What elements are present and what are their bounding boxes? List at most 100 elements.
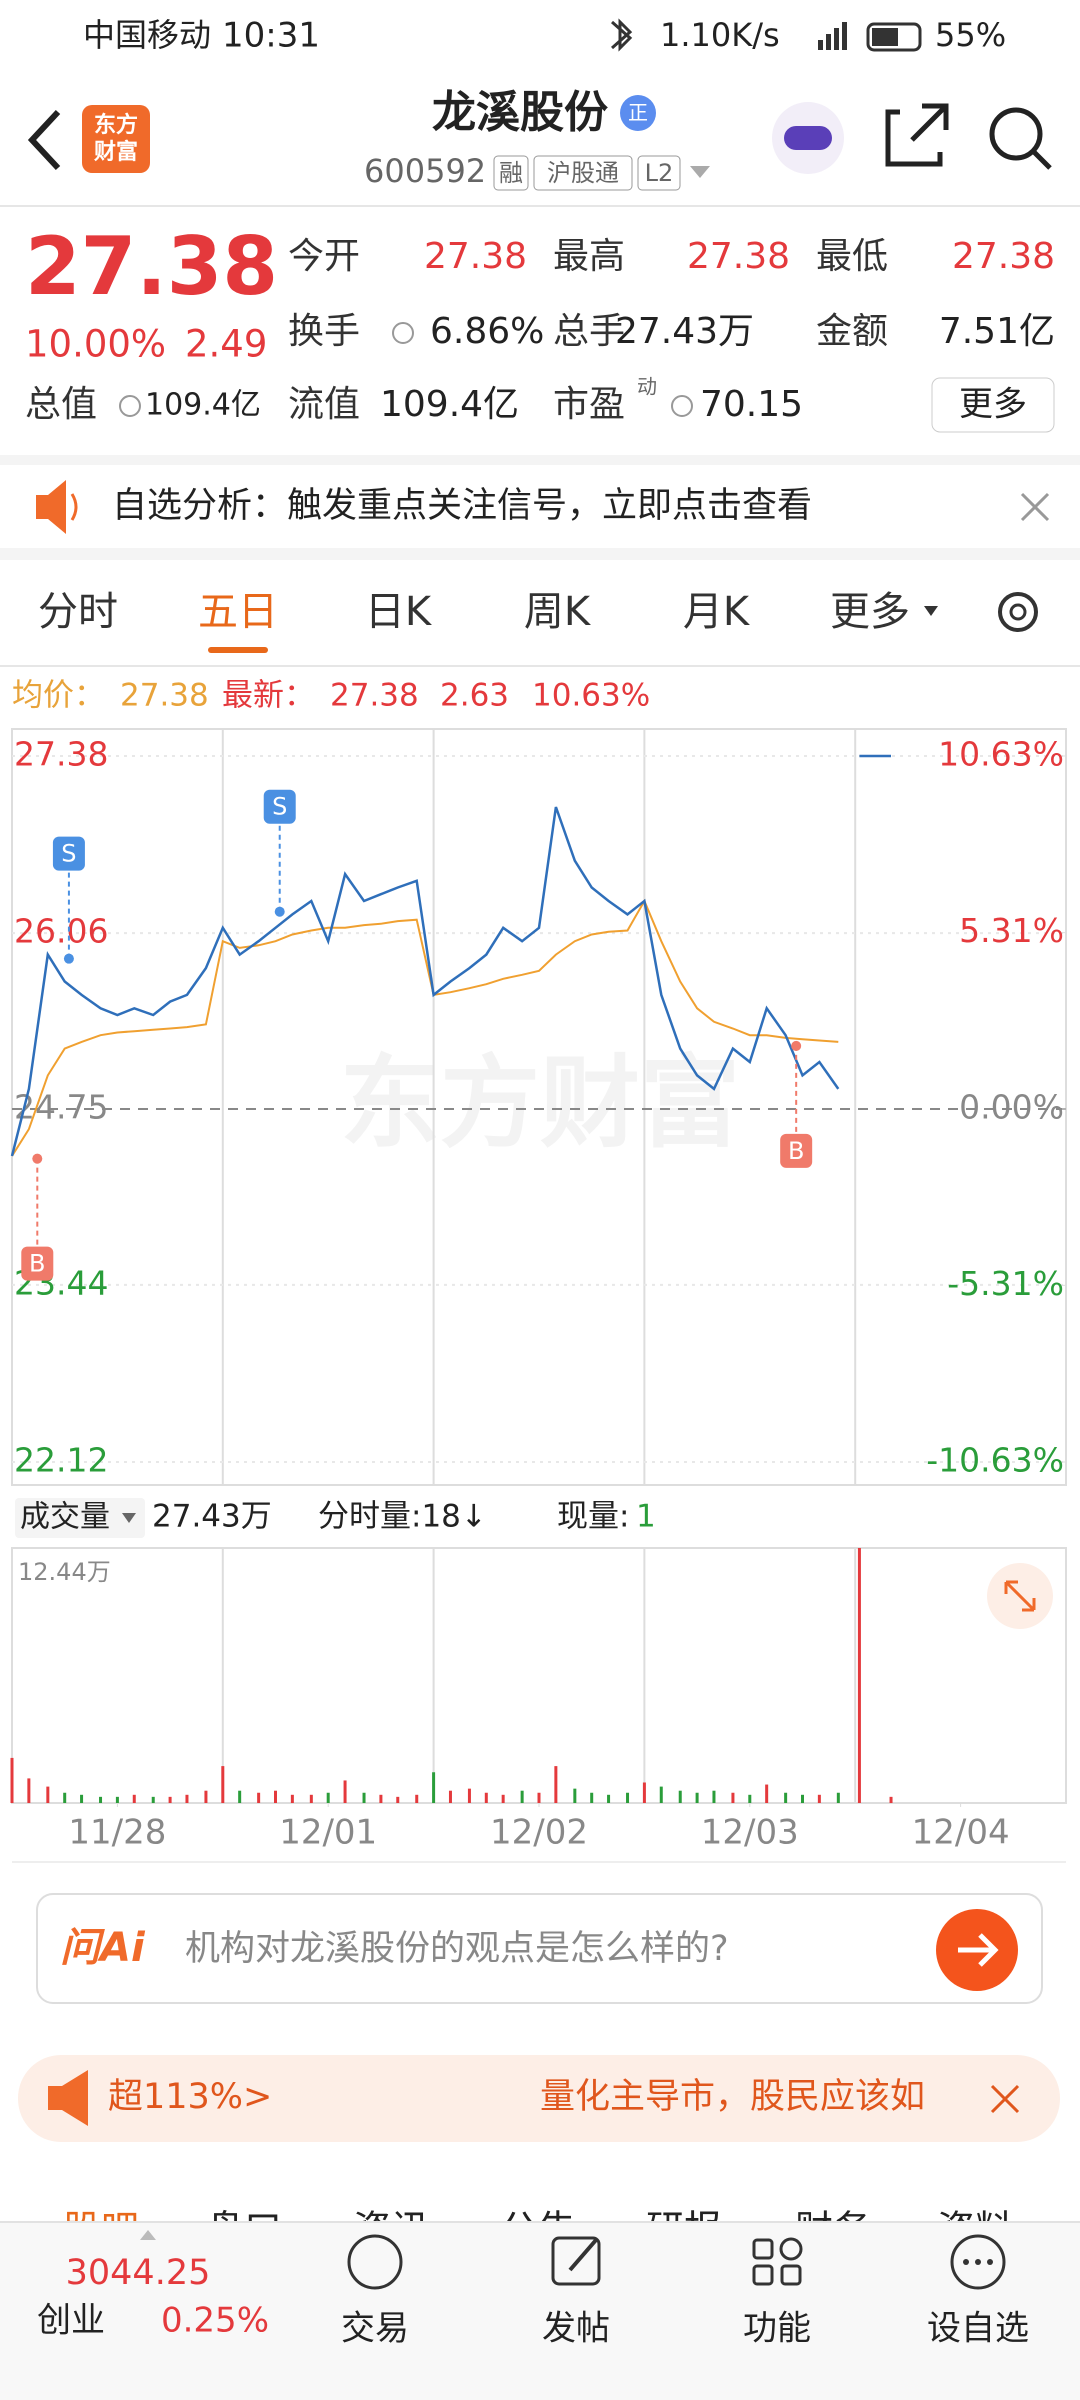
dots	[963, 2259, 993, 2265]
y-tick-label: 24.75	[14, 1088, 108, 1127]
volume-bar	[712, 1790, 716, 1803]
volume-bar	[801, 1794, 804, 1803]
field-value: 27.43万	[615, 311, 754, 352]
nav-item[interactable]: 交易	[341, 2309, 409, 2349]
ai-prompt: 机构对龙溪股份的观点是怎么样的?	[185, 1929, 729, 1969]
volume-bar	[168, 1796, 172, 1803]
volume-bar	[731, 1792, 735, 1803]
volume-bar	[467, 1788, 471, 1803]
field-value: 109.4亿	[145, 388, 261, 423]
search-handle	[1031, 149, 1052, 170]
info-icon	[671, 395, 693, 417]
ticker-bar[interactable]	[18, 2055, 1060, 2142]
avatar-visor	[784, 126, 832, 150]
volume-bar	[132, 1794, 136, 1803]
tab[interactable]: 周K	[524, 589, 592, 635]
stock-name: 龙溪股份	[432, 87, 608, 138]
y2-tick-label: 5.31%	[959, 911, 1064, 950]
volume-bar	[379, 1794, 383, 1803]
bottom-nav	[0, 2223, 1080, 2400]
ai-box[interactable]	[36, 1893, 1043, 2004]
signal-box	[780, 1133, 813, 1168]
signal-box	[21, 1246, 54, 1281]
field-value: 27.38	[424, 236, 527, 277]
notice-text[interactable]: 自选分析：触发重点关注信号，立即点击查看	[112, 486, 812, 526]
info-change: 2.63	[440, 678, 509, 714]
signal-point	[791, 1040, 802, 1051]
speaker-wave	[70, 493, 78, 521]
search-button[interactable]	[989, 107, 1043, 161]
tab[interactable]: 日K	[365, 589, 433, 635]
plot-frame	[11, 1547, 1067, 1804]
back-button[interactable]	[27, 109, 61, 171]
tab[interactable]: 分时	[38, 589, 118, 635]
current-volume-label: 现量:	[557, 1499, 629, 1535]
signal-point	[32, 1153, 43, 1164]
volume-bar	[151, 1796, 155, 1803]
divider	[0, 548, 1080, 560]
ticker-text: 量化主导市，股民应该如	[540, 2077, 925, 2117]
tab[interactable]: 月K	[683, 589, 751, 635]
volume-bar	[309, 1794, 313, 1803]
volume-bar	[204, 1790, 208, 1803]
field-value: 70.15	[700, 384, 803, 425]
settings-button[interactable]	[998, 592, 1038, 632]
app-logo[interactable]	[82, 105, 150, 173]
signal-box	[263, 789, 296, 824]
more-text: 更多	[959, 385, 1027, 425]
y2-tick-label: -10.63%	[926, 1441, 1064, 1480]
badge	[620, 95, 656, 131]
signal-point	[274, 906, 285, 917]
more-button[interactable]	[931, 377, 1055, 433]
volume-label: 成交量	[20, 1500, 110, 1535]
volume-bar	[63, 1792, 67, 1803]
x-tick-label: 12/03	[701, 1813, 799, 1853]
volume-bar	[607, 1794, 611, 1803]
nav-items: 交易 发帖 功能 设自选	[341, 2309, 1029, 2349]
volume-bar	[484, 1792, 488, 1803]
field-label: 今开	[288, 236, 360, 277]
x-tick-label: 12/02	[490, 1813, 588, 1853]
badge-text: 正	[628, 101, 648, 125]
dropdown-arrow	[924, 606, 938, 616]
avg-price: 27.38	[120, 678, 209, 714]
field-value: 27.38	[952, 236, 1055, 277]
volume-bar	[554, 1766, 558, 1803]
nav-item[interactable]: 设自选	[927, 2309, 1029, 2349]
index-change: 0.25%	[161, 2301, 269, 2341]
nav-item[interactable]: 发帖	[542, 2309, 610, 2349]
info-icon	[392, 322, 414, 344]
dropdown-arrow[interactable]	[690, 166, 710, 178]
volume-bar	[80, 1794, 84, 1803]
tab[interactable]: 五日	[198, 589, 278, 635]
info-icon	[119, 395, 141, 417]
x-tick-label: 12/04	[912, 1813, 1010, 1853]
expand-arrow[interactable]	[140, 2230, 156, 2240]
notice-close[interactable]	[1020, 492, 1050, 522]
ai-logo: 问Ai	[60, 1925, 146, 1971]
index-value: 3044.25	[66, 2253, 211, 2293]
avg-label: 均价：	[12, 678, 105, 714]
volume-bar	[415, 1794, 419, 1803]
nav-item[interactable]: 功能	[743, 2309, 811, 2349]
signal-point	[63, 953, 74, 964]
quote-panel: 27.38 10.00% 2.49 更多 今开 27.38 最高 27.38 最低 27.…	[25, 220, 1055, 433]
signal-box	[52, 836, 85, 871]
volume-bar	[784, 1792, 788, 1803]
y-tick-label: 26.06	[14, 912, 108, 951]
field-label: 总手	[553, 311, 625, 352]
trade-icon	[347, 2234, 403, 2290]
y2-tick-label: -5.31%	[947, 1264, 1064, 1303]
volume-bar	[362, 1792, 366, 1803]
y2-tick-label: 10.63%	[938, 735, 1064, 774]
battery-text: 55%	[935, 16, 1006, 54]
volume-bar	[257, 1792, 261, 1803]
volume-chart: 12.44万	[10, 1547, 1067, 1804]
share-button[interactable]	[885, 103, 949, 167]
settings-hub	[1009, 603, 1027, 621]
tab[interactable]: 更多	[830, 589, 910, 635]
volume-bar	[46, 1786, 50, 1803]
ticker-close[interactable]	[990, 2084, 1020, 2114]
volume-selector[interactable]	[15, 1498, 145, 1538]
